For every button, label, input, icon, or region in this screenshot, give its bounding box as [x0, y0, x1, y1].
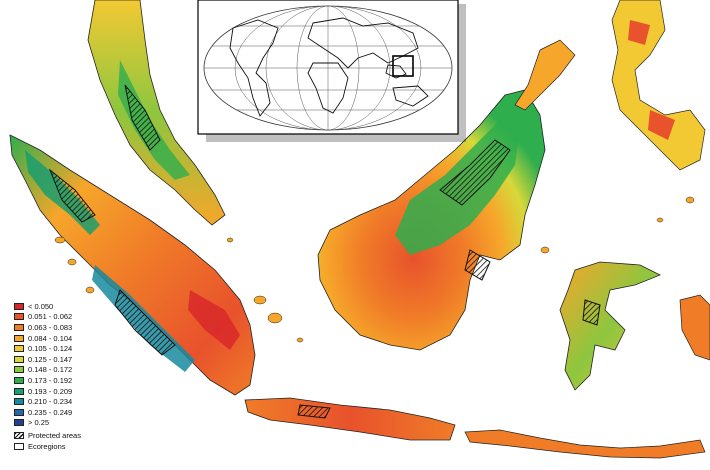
outline-box-icon — [14, 442, 24, 450]
inset-locator-map — [197, 0, 466, 142]
legend-swatch — [14, 355, 24, 363]
legend-swatch — [14, 398, 24, 406]
legend-label: 0.063 - 0.083 — [28, 322, 73, 332]
legend-swatch — [14, 334, 24, 342]
malay-peninsula-landmass — [87, 0, 226, 226]
borneo-protected-area — [439, 139, 511, 281]
legend-swatch — [14, 387, 24, 395]
legend-label: < 0.050 — [28, 301, 54, 311]
legend-row-ecoregions: Ecoregions — [14, 441, 164, 452]
java-protected-area — [297, 404, 331, 419]
sumatra-red-core — [188, 290, 240, 350]
philippines-red-patches — [628, 20, 675, 140]
legend-row: 0.125 - 0.147 — [14, 354, 164, 365]
lesser-sunda-islands — [464, 429, 706, 459]
malay-protected-area — [124, 84, 161, 151]
legend-row: 0.193 - 0.209 — [14, 386, 164, 397]
legend-label: 0.084 - 0.104 — [28, 333, 73, 343]
legend-label: 0.148 - 0.172 — [28, 365, 73, 375]
legend-label: 0.125 - 0.147 — [28, 354, 73, 364]
legend-row: 0.105 - 0.124 — [14, 343, 164, 354]
sumatra-protected-area — [48, 168, 176, 356]
legend-label: 0.235 - 0.249 — [28, 407, 73, 417]
legend-swatch — [14, 302, 24, 310]
small-islands — [54, 196, 695, 343]
legend-row: 0.235 - 0.249 — [14, 407, 164, 418]
java-landmass — [244, 397, 456, 441]
legend-row: < 0.050 — [14, 301, 164, 312]
legend-row: 0.173 - 0.192 — [14, 375, 164, 386]
legend-swatch — [14, 408, 24, 416]
legend-label-protected: Protected areas — [28, 430, 81, 440]
legend-row: 0.148 - 0.172 — [14, 365, 164, 376]
legend-label: 0.051 - 0.062 — [28, 312, 73, 322]
study-area-locator-box — [392, 55, 414, 77]
legend-swatch — [14, 345, 24, 353]
legend-swatch — [14, 419, 24, 427]
legend-label: 0.173 - 0.192 — [28, 375, 73, 385]
legend-swatch — [14, 376, 24, 384]
legend-label-ecoregions: Ecoregions — [28, 441, 66, 451]
legend-row: 0.051 - 0.062 — [14, 312, 164, 323]
legend-label: 0.210 - 0.234 — [28, 397, 73, 407]
legend-row: 0.084 - 0.104 — [14, 333, 164, 344]
sulawesi-landmass — [559, 261, 661, 391]
legend-swatch — [14, 366, 24, 374]
moluccas-landmass — [679, 294, 710, 361]
legend-swatch — [14, 323, 24, 331]
legend-label: > 0.25 — [28, 418, 50, 428]
legend-label: 0.105 - 0.124 — [28, 344, 73, 354]
legend-row: 0.210 - 0.234 — [14, 396, 164, 407]
hatch-icon — [14, 431, 24, 439]
philippines-landmass — [611, 0, 706, 171]
legend-row: 0.063 - 0.083 — [14, 322, 164, 333]
world-locator-map-icon — [203, 5, 453, 131]
palawan-landmass — [514, 39, 576, 111]
sulawesi-protected-area — [582, 299, 601, 326]
legend-label: 0.193 - 0.209 — [28, 386, 73, 396]
legend-row-protected: Protected areas — [14, 430, 164, 441]
legend-row: > 0.25 — [14, 418, 164, 429]
legend-swatch — [14, 313, 24, 321]
map-legend: < 0.050 0.051 - 0.062 0.063 - 0.083 0.08… — [14, 301, 164, 451]
